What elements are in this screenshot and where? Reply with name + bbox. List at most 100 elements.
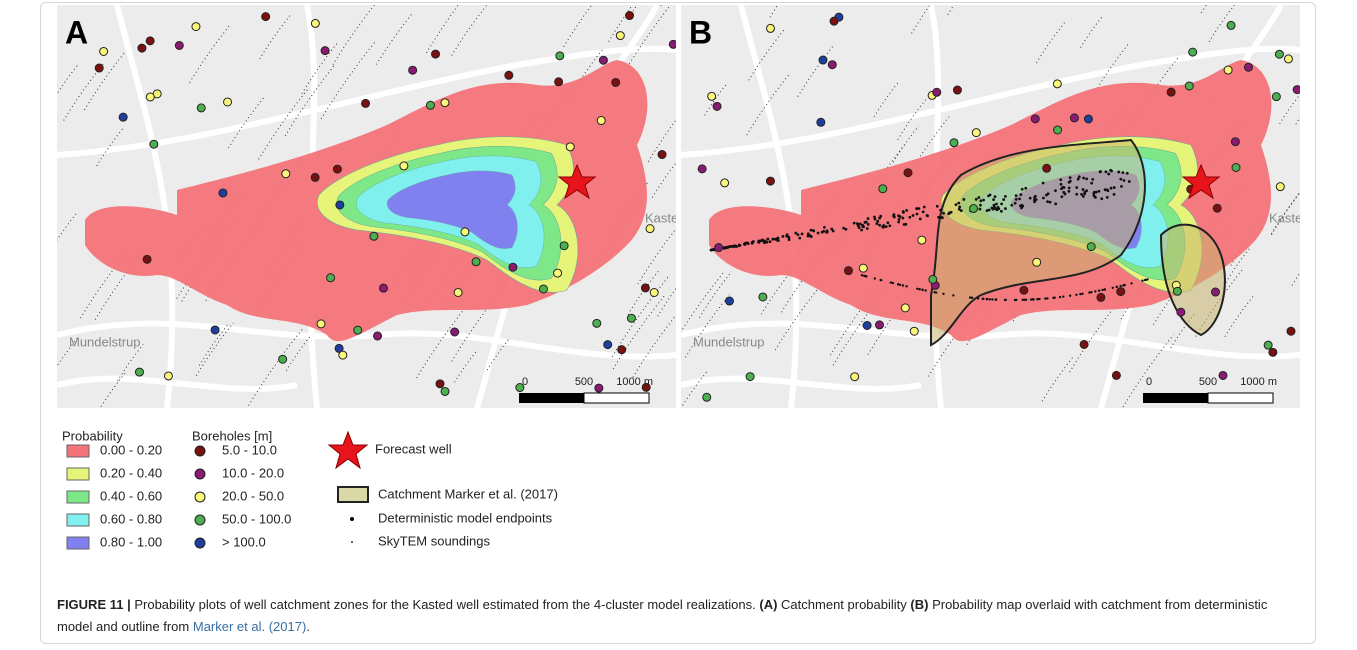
model-endpoint bbox=[985, 297, 989, 301]
terrain-line bbox=[284, 63, 336, 137]
borehole bbox=[1223, 65, 1233, 75]
borehole bbox=[827, 60, 837, 70]
model-endpoint bbox=[830, 227, 834, 231]
legend-marker bbox=[194, 514, 206, 526]
model-endpoint bbox=[1085, 177, 1089, 181]
borehole bbox=[843, 266, 853, 276]
borehole bbox=[1292, 85, 1300, 95]
model-endpoint bbox=[922, 205, 926, 209]
legend-label: 50.0 - 100.0 bbox=[222, 511, 291, 526]
borehole bbox=[1019, 285, 1029, 295]
model-endpoint bbox=[1076, 177, 1080, 181]
sounding-icon bbox=[351, 541, 353, 543]
model-endpoint bbox=[1003, 298, 1007, 302]
model-endpoint bbox=[768, 240, 772, 244]
probability-zone bbox=[387, 170, 518, 249]
model-endpoint bbox=[1075, 293, 1078, 296]
model-endpoint bbox=[925, 214, 929, 217]
borehole bbox=[1172, 286, 1182, 296]
terrain-line bbox=[94, 248, 146, 320]
borehole bbox=[917, 235, 927, 245]
model-endpoint bbox=[766, 237, 770, 241]
model-endpoint bbox=[1104, 170, 1108, 174]
model-endpoint bbox=[1059, 178, 1063, 182]
borehole bbox=[137, 43, 147, 53]
model-endpoint bbox=[1067, 186, 1071, 190]
model-endpoint bbox=[1020, 187, 1024, 191]
borehole bbox=[565, 142, 575, 152]
model-endpoint bbox=[1046, 200, 1049, 204]
terrain-line bbox=[1308, 0, 1333, 11]
model-endpoint bbox=[1029, 298, 1033, 301]
model-endpoint bbox=[942, 211, 945, 215]
model-endpoint bbox=[994, 207, 998, 211]
borehole bbox=[261, 12, 271, 22]
model-endpoint bbox=[1058, 295, 1062, 299]
model-endpoint bbox=[888, 224, 892, 228]
model-endpoint bbox=[982, 198, 985, 202]
terrain-line bbox=[1120, 273, 1153, 320]
model-endpoint bbox=[935, 204, 939, 208]
model-endpoint bbox=[911, 214, 915, 217]
borehole bbox=[724, 296, 734, 306]
borehole bbox=[538, 284, 548, 294]
scale-bar bbox=[1207, 392, 1274, 404]
panel-label: A bbox=[65, 14, 88, 50]
borehole bbox=[440, 98, 450, 108]
figure: Mundelstrup Kasted 0 500 1000 m A Mundelstrup… bbox=[57, 0, 1333, 550]
borehole bbox=[949, 138, 959, 148]
borehole bbox=[435, 379, 445, 389]
borehole bbox=[1283, 54, 1293, 64]
model-endpoint bbox=[1067, 189, 1071, 193]
borehole bbox=[453, 287, 463, 297]
model-endpoint bbox=[995, 202, 998, 206]
model-endpoint bbox=[1109, 186, 1113, 190]
caption-link[interactable]: Marker et al. (2017) bbox=[192, 619, 307, 634]
borehole bbox=[316, 319, 326, 329]
scale-label: 1000 m bbox=[616, 376, 653, 388]
legend-label: Catchment Marker et al. (2017) bbox=[378, 486, 558, 501]
model-endpoint bbox=[735, 245, 738, 248]
model-endpoint bbox=[863, 221, 867, 224]
borehole bbox=[878, 184, 888, 194]
road bbox=[57, 45, 676, 158]
legend-label: 5.0 - 10.0 bbox=[222, 442, 277, 457]
model-endpoint bbox=[1000, 202, 1003, 206]
borehole bbox=[174, 40, 184, 50]
model-endpoint bbox=[1127, 180, 1131, 183]
borehole bbox=[874, 320, 884, 330]
model-endpoint bbox=[970, 296, 974, 299]
terrain-line bbox=[699, 271, 732, 318]
model-endpoint bbox=[898, 283, 902, 287]
borehole bbox=[281, 169, 291, 179]
terrain-line bbox=[1225, 246, 1252, 283]
model-endpoint bbox=[988, 298, 991, 301]
model-endpoint bbox=[781, 234, 785, 238]
model-endpoint bbox=[761, 239, 765, 243]
model-endpoint bbox=[985, 209, 989, 212]
model-endpoint bbox=[745, 241, 748, 245]
borehole bbox=[862, 320, 872, 330]
model-endpoint bbox=[798, 236, 802, 240]
legend-label: 10.0 - 20.0 bbox=[222, 465, 284, 480]
model-endpoint bbox=[775, 238, 779, 242]
model-endpoint bbox=[1111, 286, 1115, 289]
legend-label: Forecast well bbox=[375, 441, 452, 456]
model-endpoint bbox=[1109, 168, 1113, 172]
legend-marker bbox=[194, 491, 206, 503]
borehole bbox=[641, 382, 651, 392]
legend-label: 20.0 - 50.0 bbox=[222, 488, 284, 503]
terrain-line bbox=[259, 13, 292, 60]
borehole bbox=[952, 85, 962, 95]
borehole bbox=[766, 23, 776, 33]
scale-label: 500 bbox=[575, 376, 593, 388]
borehole bbox=[1032, 257, 1042, 267]
model-endpoint bbox=[991, 207, 995, 211]
model-endpoint bbox=[999, 209, 1003, 213]
model-endpoint bbox=[880, 278, 883, 282]
model-endpoint bbox=[1122, 179, 1126, 182]
scale-bar bbox=[519, 393, 584, 403]
borehole bbox=[611, 77, 621, 87]
model-endpoint bbox=[949, 210, 953, 214]
borehole bbox=[504, 70, 514, 80]
